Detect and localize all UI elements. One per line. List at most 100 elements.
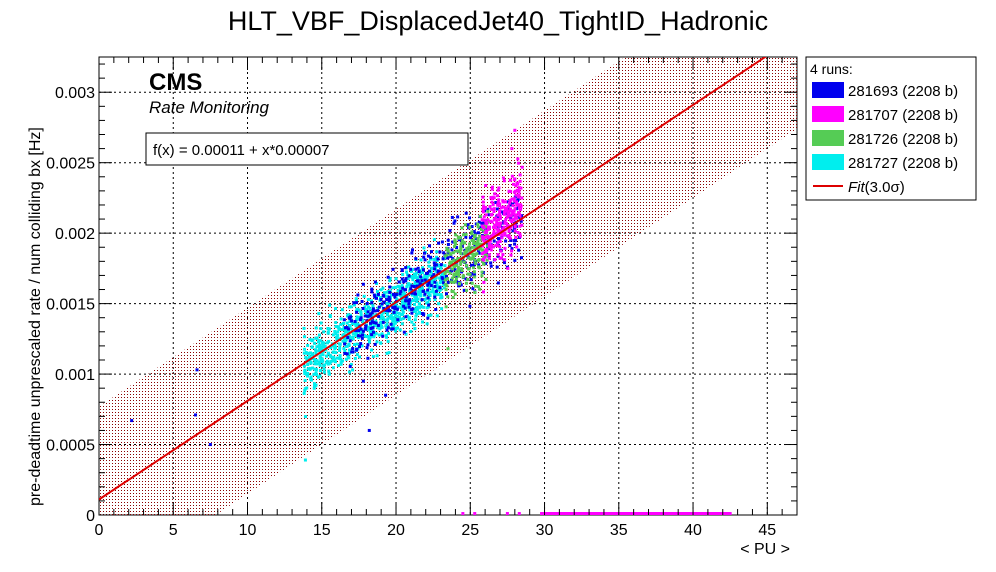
data-point: [303, 378, 307, 382]
data-point: [361, 329, 365, 333]
data-point: [427, 286, 431, 290]
data-point: [380, 332, 384, 336]
data-point: [318, 354, 322, 358]
data-point: [513, 229, 517, 233]
data-point: [350, 319, 354, 323]
data-point: [375, 290, 379, 294]
data-point: [342, 333, 346, 337]
data-point: [512, 212, 516, 216]
data-point: [406, 314, 410, 318]
data-point: [367, 305, 371, 309]
data-point: [425, 322, 429, 326]
data-point: [469, 257, 473, 261]
data-point: [422, 305, 426, 309]
data-point: [484, 229, 488, 233]
data-point: [366, 356, 370, 360]
data-point: [426, 271, 430, 275]
data-point: [395, 307, 399, 311]
data-point: [313, 360, 317, 364]
data-point: [404, 315, 408, 319]
data-point: [407, 302, 411, 306]
data-point: [414, 314, 418, 318]
data-point: [477, 266, 481, 270]
data-point: [411, 278, 415, 282]
data-point: [465, 247, 469, 251]
data-point: [462, 288, 466, 292]
data-point: [442, 281, 446, 285]
data-point: [501, 176, 505, 180]
data-point: [310, 345, 314, 349]
data-point: [391, 286, 395, 290]
data-point: [400, 303, 404, 307]
data-point: [471, 253, 475, 257]
data-point: [318, 356, 322, 360]
data-point: [446, 242, 450, 246]
data-point: [453, 272, 457, 276]
data-point: [489, 261, 493, 265]
data-point: [495, 244, 499, 248]
data-point: [513, 227, 517, 231]
data-point: [306, 374, 310, 378]
data-point: [457, 268, 461, 272]
data-point: [486, 207, 490, 211]
data-point: [431, 266, 435, 270]
data-point: [498, 245, 502, 249]
data-point: [346, 330, 350, 334]
legend-title: 4 runs:: [810, 61, 853, 77]
data-point: [473, 243, 477, 247]
data-point: [446, 269, 450, 273]
data-point: [470, 225, 474, 229]
fit-line-group: [99, 57, 767, 501]
data-point: [477, 263, 481, 267]
data-point: [446, 251, 450, 255]
data-point: [508, 207, 512, 211]
data-point: [409, 329, 413, 333]
data-point: [511, 209, 515, 213]
data-point: [446, 238, 450, 242]
data-point: [369, 327, 373, 331]
data-point: [493, 192, 497, 196]
data-point: [436, 269, 440, 273]
data-point: [480, 270, 484, 274]
data-point: [491, 232, 495, 236]
data-point: [355, 342, 359, 346]
data-point: [420, 287, 424, 291]
data-point: [446, 295, 450, 299]
legend-swatch-281727: [812, 154, 844, 170]
data-point: [420, 298, 424, 302]
data-point: [456, 215, 460, 219]
data-point: [455, 246, 459, 250]
data-point: [372, 293, 376, 297]
data-point: [416, 293, 420, 297]
data-point: [413, 276, 417, 280]
data-point: [357, 317, 361, 321]
data-point: [495, 220, 499, 224]
data-point: [481, 195, 485, 199]
data-point: [438, 286, 442, 290]
data-point: [414, 267, 418, 271]
data-point: [319, 321, 323, 325]
data-point: [355, 353, 359, 357]
y-axis-label: pre-deadtime unprescaled rate / num coll…: [27, 127, 44, 506]
data-point: [435, 250, 439, 254]
data-point: [498, 240, 502, 244]
data-point: [472, 241, 476, 245]
data-point: [343, 336, 347, 340]
data-point: [514, 213, 518, 217]
data-point: [497, 198, 501, 202]
data-point: [403, 306, 407, 310]
series-2: [443, 209, 490, 351]
series-3: [302, 238, 447, 462]
data-point: [487, 253, 491, 257]
data-point: [344, 339, 348, 343]
data-point: [415, 306, 419, 310]
data-point: [405, 303, 409, 307]
data-point: [378, 327, 382, 331]
data-point: [353, 356, 357, 360]
data-point: [410, 251, 414, 255]
data-point: [389, 293, 393, 297]
data-point: [496, 194, 500, 198]
data-point: [399, 312, 403, 316]
legend-label-281693: 281693 (2208 b): [848, 83, 958, 100]
